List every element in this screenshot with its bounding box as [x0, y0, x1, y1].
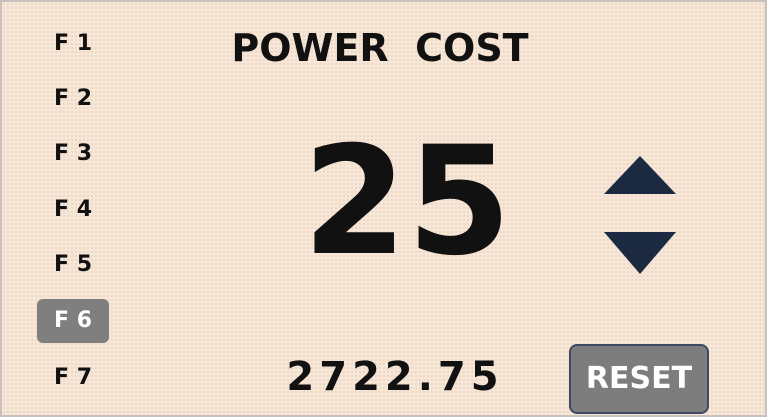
function-key[interactable]: F 7	[54, 365, 92, 390]
up-arrow[interactable]	[602, 154, 678, 196]
title: POWER COST	[231, 26, 529, 70]
function-key[interactable]: F 4	[54, 197, 92, 222]
reset-button[interactable]: RESET	[569, 344, 709, 414]
function-key[interactable]: F 1	[54, 31, 92, 56]
setting-value: 25	[302, 115, 512, 289]
function-key[interactable]: F 5	[54, 252, 92, 277]
function-key[interactable]: F 2	[54, 86, 92, 111]
total-cost: 2722.75	[286, 354, 504, 400]
down-arrow[interactable]	[602, 230, 678, 276]
function-key[interactable]: F 6	[37, 299, 109, 343]
function-key[interactable]: F 3	[54, 141, 92, 166]
